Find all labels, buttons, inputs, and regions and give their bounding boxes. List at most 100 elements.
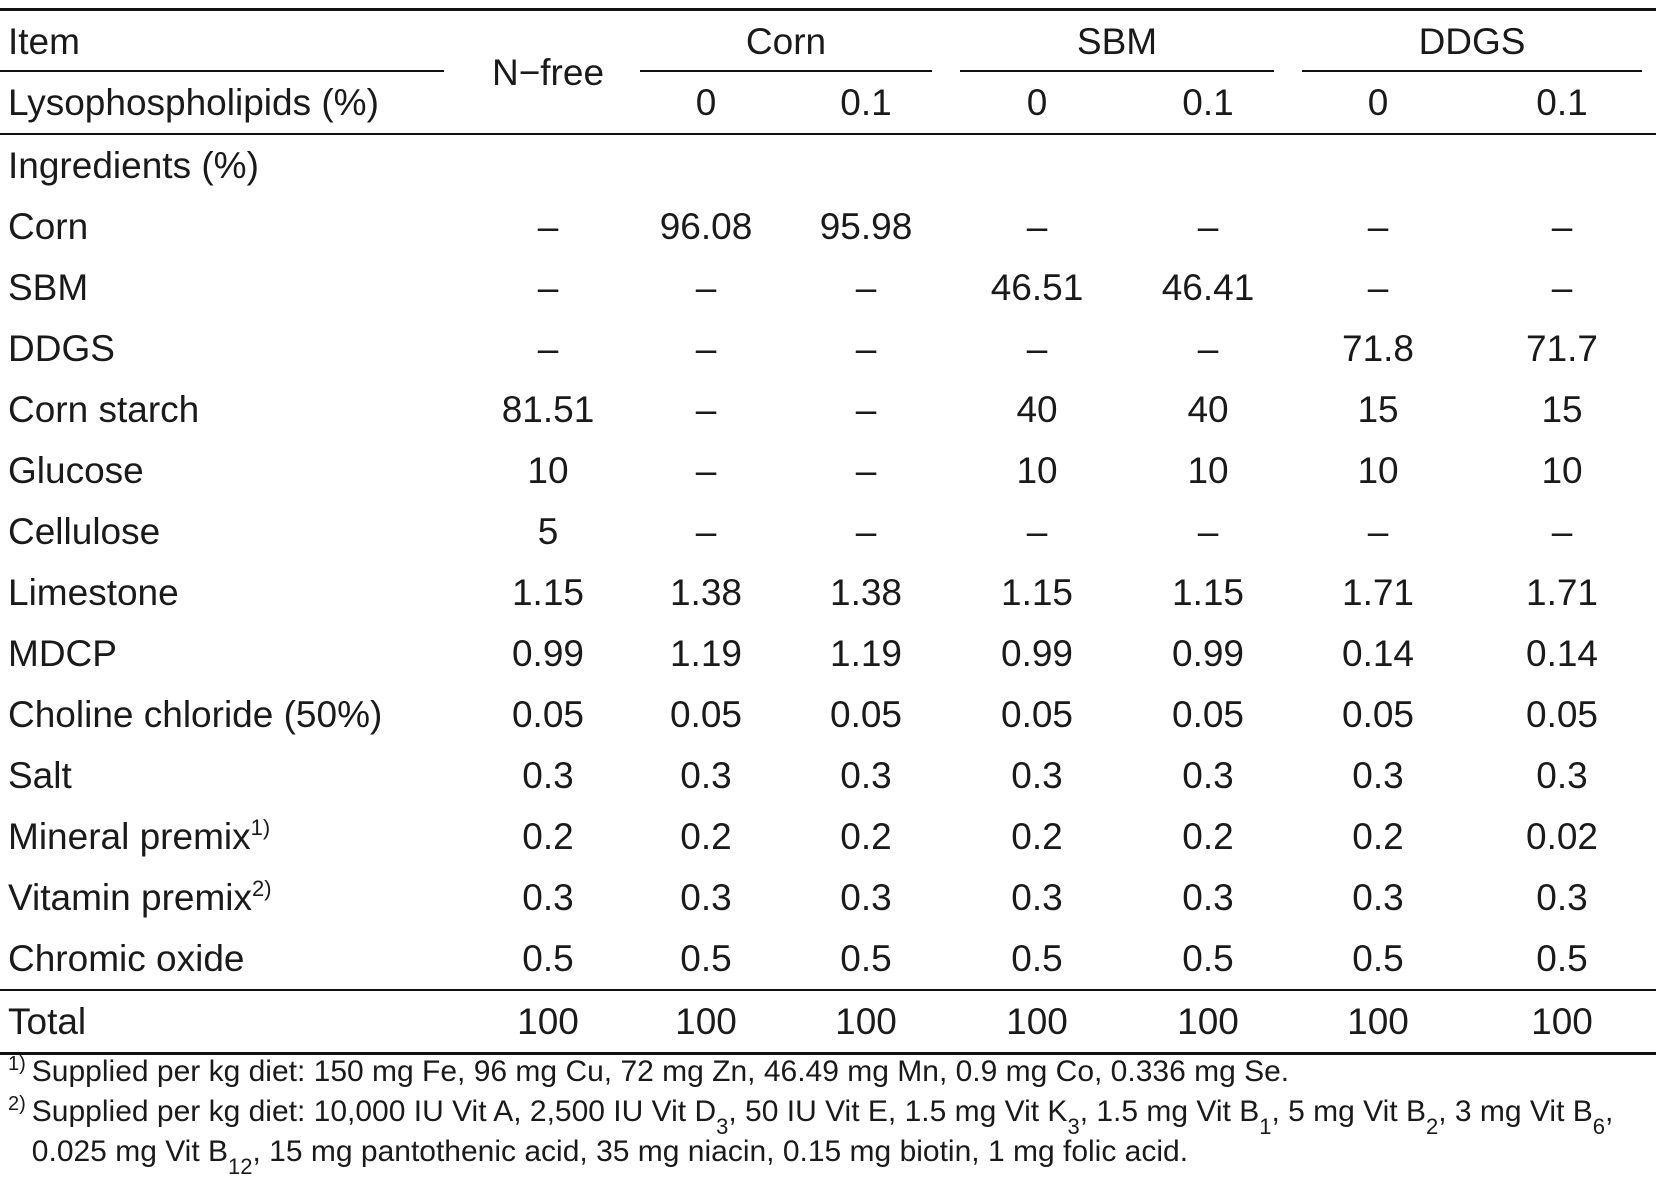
header-level: 0.1 [786,72,947,135]
table-cell: 0.3 [522,755,574,796]
footnote-marker: 1) [8,1053,26,1075]
table-cell: – [695,267,717,308]
row-label: Chromic oxide [8,938,245,979]
total-cell: 100 [1288,989,1469,1055]
table-cell: 0.05 [830,694,903,735]
table-cell: 0.3 [1352,755,1404,796]
table-cell: – [855,511,877,552]
table-cell: 0.14 [1342,633,1415,674]
table-cell: 10 [1357,450,1399,491]
table-cell: 0.3 [522,877,574,918]
header-lyso: Lysophospholipids (%) [0,72,470,135]
total-cell: 100 [1468,989,1656,1055]
table-cell: – [1197,511,1219,552]
table-body: Ingredients (%) Corn – 96.08 95.98 – – – – SBM – –… [0,134,1656,990]
table-cell: 71.8 [1342,328,1415,369]
header-item: Item [0,8,470,72]
table-row: Corn – 96.08 95.98 – – – – [0,196,1656,257]
table-cell: 0.05 [1001,694,1074,735]
table-cell: 0.3 [1011,755,1063,796]
table-cell: – [537,206,559,247]
table-cell: 46.41 [1161,267,1255,308]
table-row: Cellulose 5 – – – – – – [0,501,1656,562]
table-row: Chromic oxide 0.5 0.5 0.5 0.5 0.5 0.5 0.5 [0,928,1656,990]
row-label: Cellulose [8,511,161,552]
row-label: Corn [8,206,89,247]
table-cell: – [695,328,717,369]
table-cell: 40 [1187,389,1229,430]
table-row: Limestone 1.15 1.38 1.38 1.15 1.15 1.71 1.71 [0,562,1656,623]
table-cell: 0.3 [1536,755,1588,796]
table-cell: 1.15 [1001,572,1074,613]
table-cell: 0.2 [1352,816,1404,857]
table-cell: – [855,267,877,308]
table-cell: – [695,389,717,430]
table-cell: 0.05 [669,694,742,735]
table-cell: 0.05 [1342,694,1415,735]
header-nfree: N−free [470,8,626,134]
table-cell: 0.5 [680,938,732,979]
row-label: Mineral premix1) [8,815,271,857]
table-row: Mineral premix1) 0.2 0.2 0.2 0.2 0.2 0.2 0.02 [0,806,1656,867]
diet-composition-table: Item N−free Corn SBM DDGS Lysophospholip… [0,8,1656,1055]
table-cell: 0.05 [511,694,584,735]
header-level: 0 [946,72,1129,135]
header-group-corn: Corn [626,8,947,72]
table-cell: 0.3 [1352,877,1404,918]
table-cell: – [855,328,877,369]
table-cell: 10 [1187,450,1229,491]
table-cell: 0.05 [1172,694,1245,735]
table-cell: – [1551,511,1573,552]
table-row: MDCP 0.99 1.19 1.19 0.99 0.99 0.14 0.14 [0,623,1656,684]
row-label: Salt [8,755,72,796]
total-cell: 100 [626,989,786,1055]
section-row: Ingredients (%) [0,134,1656,196]
row-label: Corn starch [8,389,200,430]
table-cell: 0.2 [522,816,574,857]
table-cell: 0.2 [1182,816,1234,857]
table-cell: – [1026,206,1048,247]
header-group-ddgs: DDGS [1288,8,1656,72]
table-cell: 0.3 [1011,877,1063,918]
table-cell: 15 [1541,389,1583,430]
table-cell: – [695,450,717,491]
header-level: 0 [1288,72,1469,135]
table-cell: 5 [537,511,559,552]
table-cell: 0.3 [1536,877,1588,918]
table-cell: – [695,511,717,552]
header-level: 0.1 [1128,72,1289,135]
table-cell: 0.5 [1536,938,1588,979]
table-cell: – [1367,511,1389,552]
table-cell: – [1026,328,1048,369]
table-cell: 0.2 [840,816,892,857]
table-row: Salt 0.3 0.3 0.3 0.3 0.3 0.3 0.3 [0,745,1656,806]
header-row-groups: Item N−free Corn SBM DDGS [0,8,1656,134]
table-cell: 71.7 [1526,328,1599,369]
table-row: Glucose 10 – – 10 10 10 10 [0,440,1656,501]
total-cell: 100 [786,989,947,1055]
table-cell: 0.99 [511,633,584,674]
total-label: Total [0,989,470,1055]
footnotes: 1) Supplied per kg diet: 150 mg Fe, 96 m… [8,1052,1648,1178]
row-label: Vitamin premix2) [8,876,272,918]
header-level: 0.1 [1468,72,1656,135]
section-label: Ingredients (%) [8,145,259,186]
table-cell: 10 [1541,450,1583,491]
table-cell: – [855,389,877,430]
table-cell: – [1197,328,1219,369]
table-cell: 15 [1357,389,1399,430]
table-cell: 1.15 [511,572,584,613]
total-cell: 100 [1128,989,1289,1055]
table-cell: 10 [527,450,569,491]
table-cell: – [537,328,559,369]
table-cell: – [1367,267,1389,308]
footnote-ref: 2) [252,876,272,901]
table-cell: – [1551,206,1573,247]
total-cell: 100 [946,989,1129,1055]
table-cell: 1.71 [1342,572,1415,613]
row-label: Choline chloride (50%) [8,694,383,735]
table-cell: 0.3 [680,877,732,918]
table-cell: 1.38 [669,572,742,613]
table-cell: – [1367,206,1389,247]
table-row: DDGS – – – – – 71.8 71.7 [0,318,1656,379]
